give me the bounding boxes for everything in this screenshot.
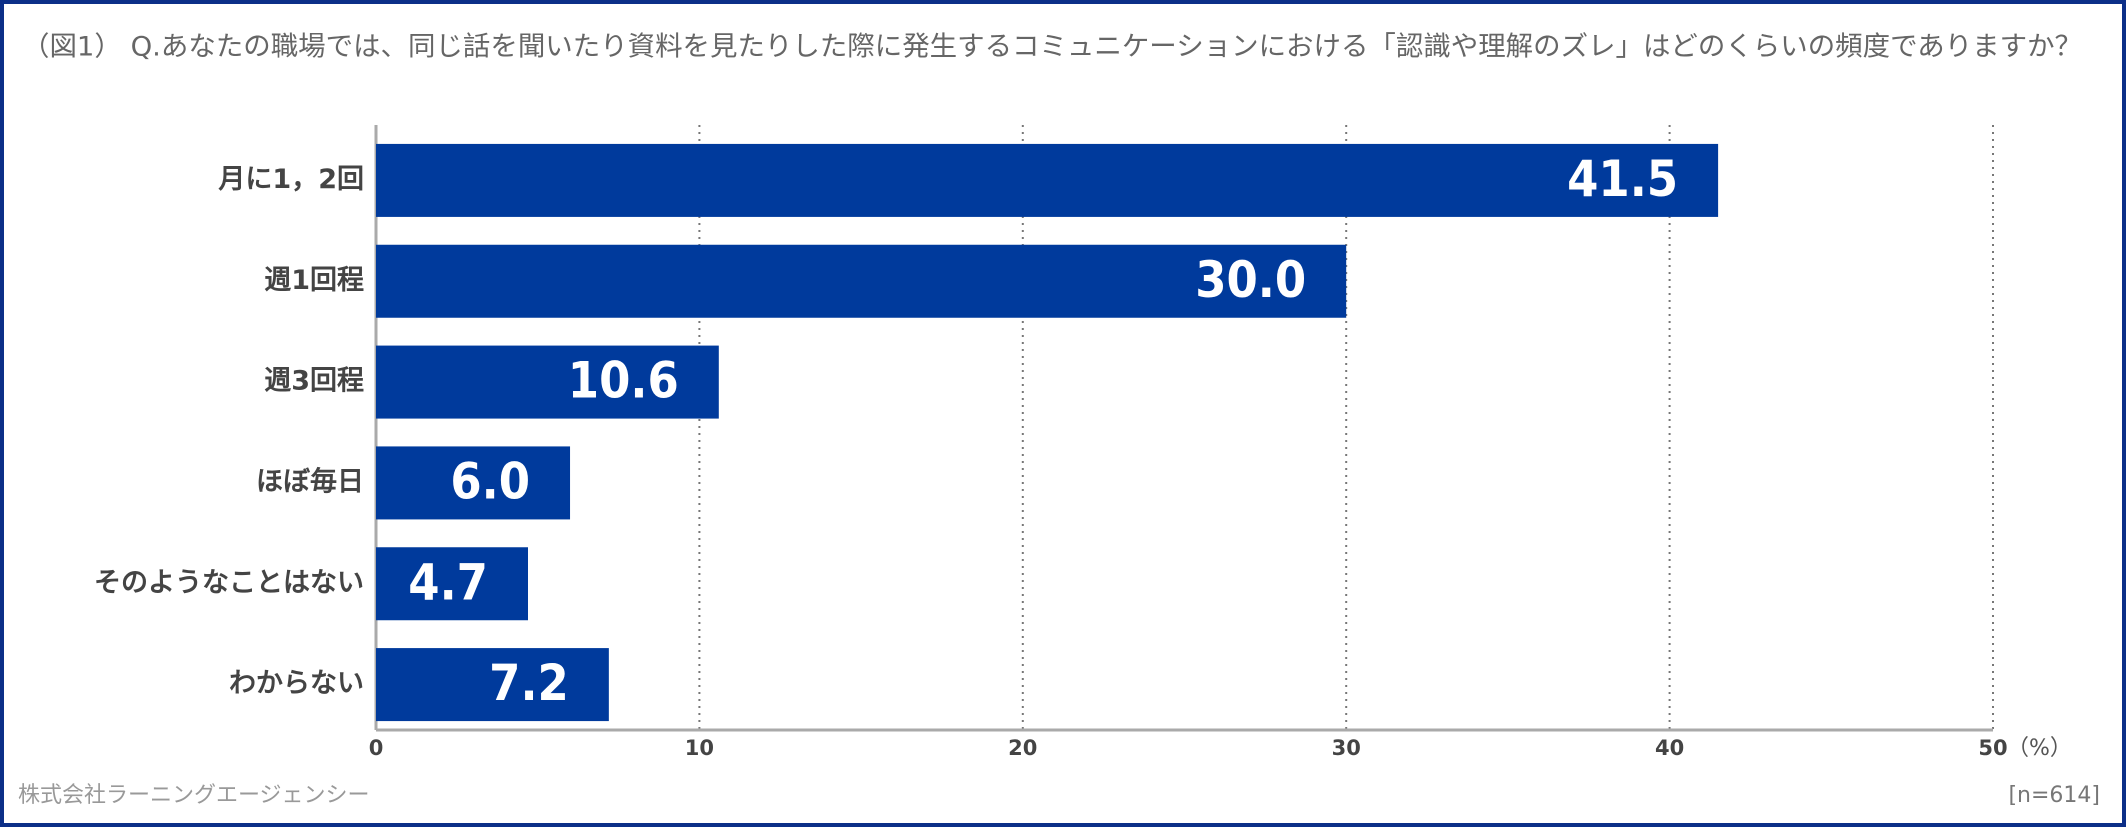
y-tick-label: 週1回程 [264,265,364,296]
x-tick-label: 30 [1332,736,1361,760]
bar [376,648,609,722]
y-tick-label: そのようなことはない [94,567,364,598]
value-label: 10.6 [568,352,679,410]
bar [376,244,1347,318]
y-tick-label: 月に1，2回 [217,164,364,195]
value-label: 7.2 [489,654,569,712]
value-label: 41.5 [1567,150,1678,208]
y-tick-label: 週3回程 [264,366,364,397]
chart-title: （図1） Q.あなたの職場では、同じ話を聞いたり資料を見たりした際に発生するコミ… [22,32,2082,63]
source: 株式会社ラーニングエージェンシー [18,783,370,808]
x-tick-label: 0 [369,736,384,760]
x-tick-label: 10 [685,736,714,760]
value-label: 30.0 [1195,251,1306,309]
unit-label: （%） [2007,736,2072,761]
x-tick-label: 20 [1008,736,1037,760]
bar [376,446,571,520]
value-label: 6.0 [450,452,530,510]
y-tick-label: ほぼ毎日 [256,466,364,497]
bar [376,547,528,621]
x-tick-label: 50 [1978,736,2007,760]
sample-size: [n=614] [2008,783,2100,808]
bar [376,345,719,419]
value-label: 4.7 [408,553,488,611]
x-tick-label: 40 [1655,736,1684,760]
y-tick-label: わからない [229,668,364,699]
bar [376,143,1719,217]
